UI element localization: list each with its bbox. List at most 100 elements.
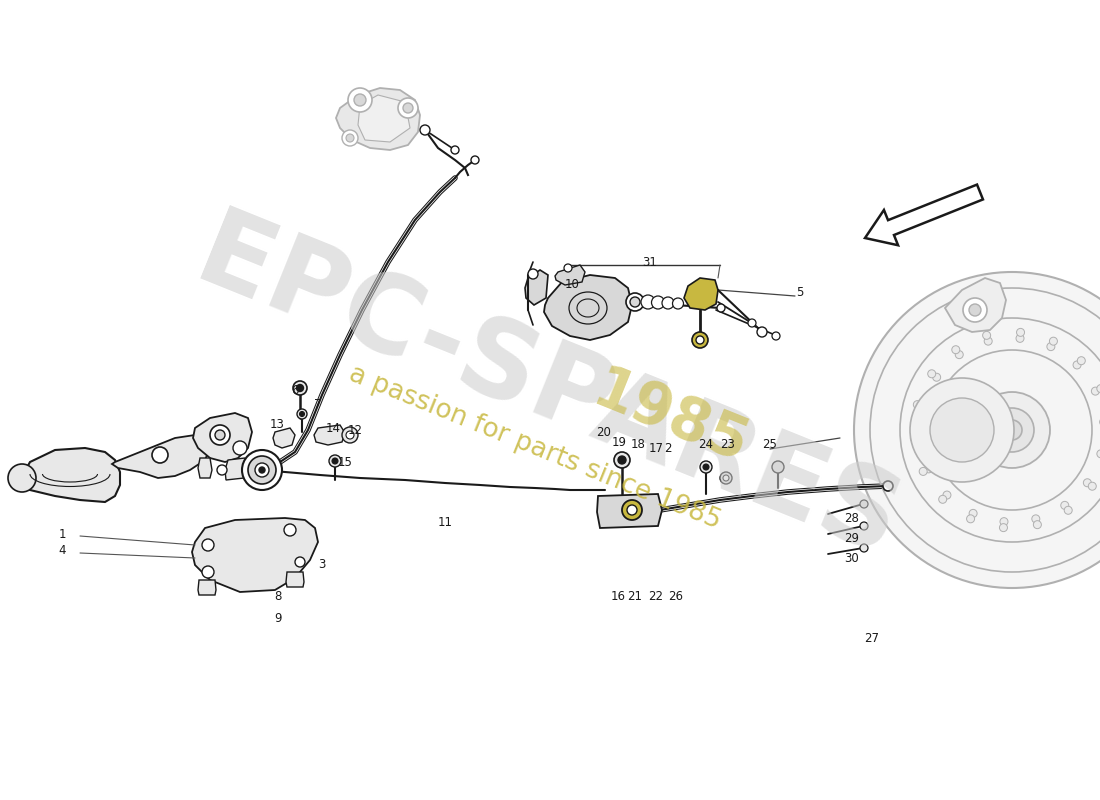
Circle shape bbox=[332, 458, 338, 464]
Circle shape bbox=[329, 455, 341, 467]
Circle shape bbox=[1049, 337, 1057, 345]
Circle shape bbox=[920, 402, 927, 410]
Circle shape bbox=[916, 434, 924, 442]
Circle shape bbox=[1000, 518, 1008, 526]
Circle shape bbox=[248, 456, 276, 484]
Circle shape bbox=[772, 332, 780, 340]
Circle shape bbox=[1077, 357, 1086, 365]
Text: 29: 29 bbox=[845, 531, 859, 545]
Text: a passion for parts since 1985: a passion for parts since 1985 bbox=[345, 362, 725, 534]
Text: 18: 18 bbox=[630, 438, 646, 451]
Text: 9: 9 bbox=[274, 611, 282, 625]
Text: 10: 10 bbox=[564, 278, 580, 291]
Circle shape bbox=[1091, 387, 1099, 395]
Polygon shape bbox=[198, 458, 212, 478]
Circle shape bbox=[1032, 515, 1040, 523]
Polygon shape bbox=[525, 270, 548, 305]
Circle shape bbox=[920, 467, 927, 475]
Circle shape bbox=[717, 304, 725, 312]
Polygon shape bbox=[112, 435, 210, 478]
Circle shape bbox=[672, 298, 683, 309]
Circle shape bbox=[984, 337, 992, 345]
Text: 28: 28 bbox=[845, 511, 859, 525]
Circle shape bbox=[748, 319, 756, 327]
Circle shape bbox=[1088, 482, 1097, 490]
Circle shape bbox=[255, 463, 270, 477]
Circle shape bbox=[1016, 334, 1024, 342]
Circle shape bbox=[952, 346, 960, 354]
Circle shape bbox=[614, 452, 630, 468]
Circle shape bbox=[627, 505, 637, 515]
Circle shape bbox=[720, 472, 732, 484]
Circle shape bbox=[342, 130, 358, 146]
Circle shape bbox=[1016, 328, 1024, 336]
Polygon shape bbox=[945, 278, 1006, 332]
Circle shape bbox=[913, 401, 922, 409]
Polygon shape bbox=[226, 458, 246, 480]
Text: 30: 30 bbox=[845, 551, 859, 565]
Circle shape bbox=[403, 103, 412, 113]
Text: 22: 22 bbox=[649, 590, 663, 602]
Circle shape bbox=[662, 297, 674, 309]
Text: 19: 19 bbox=[612, 435, 627, 449]
Circle shape bbox=[8, 464, 36, 492]
Circle shape bbox=[933, 374, 940, 382]
Text: 25: 25 bbox=[762, 438, 778, 451]
Text: 8: 8 bbox=[274, 590, 282, 602]
Circle shape bbox=[1033, 521, 1042, 529]
Circle shape bbox=[284, 524, 296, 536]
Circle shape bbox=[342, 427, 358, 443]
Polygon shape bbox=[198, 580, 216, 595]
Polygon shape bbox=[273, 428, 295, 448]
Circle shape bbox=[471, 156, 478, 164]
Circle shape bbox=[618, 456, 626, 464]
Circle shape bbox=[1000, 524, 1008, 532]
Circle shape bbox=[152, 447, 168, 463]
Circle shape bbox=[772, 461, 784, 473]
Circle shape bbox=[1074, 361, 1081, 369]
Circle shape bbox=[202, 539, 215, 551]
Circle shape bbox=[242, 450, 282, 490]
Text: 3: 3 bbox=[318, 558, 326, 570]
FancyArrow shape bbox=[865, 185, 983, 246]
Circle shape bbox=[938, 495, 947, 503]
Text: 11: 11 bbox=[438, 517, 452, 530]
Circle shape bbox=[1097, 450, 1100, 458]
Text: 4: 4 bbox=[58, 545, 66, 558]
Circle shape bbox=[348, 88, 372, 112]
Circle shape bbox=[990, 408, 1034, 452]
Text: 2: 2 bbox=[664, 442, 672, 454]
Text: 7: 7 bbox=[315, 398, 321, 411]
Circle shape bbox=[1084, 478, 1091, 486]
Circle shape bbox=[630, 297, 640, 307]
Polygon shape bbox=[597, 494, 662, 528]
Circle shape bbox=[564, 264, 572, 272]
Circle shape bbox=[398, 98, 418, 118]
Circle shape bbox=[1060, 502, 1069, 510]
Circle shape bbox=[969, 510, 977, 518]
Circle shape bbox=[927, 370, 936, 378]
Circle shape bbox=[700, 461, 712, 473]
Text: 12: 12 bbox=[348, 423, 363, 437]
Circle shape bbox=[962, 298, 987, 322]
Polygon shape bbox=[192, 518, 318, 592]
Polygon shape bbox=[684, 278, 718, 310]
Circle shape bbox=[854, 272, 1100, 588]
Circle shape bbox=[911, 434, 918, 442]
Circle shape bbox=[860, 522, 868, 530]
Circle shape bbox=[217, 465, 227, 475]
Circle shape bbox=[1064, 506, 1072, 514]
Circle shape bbox=[297, 385, 304, 391]
Polygon shape bbox=[15, 448, 120, 502]
Text: 26: 26 bbox=[669, 590, 683, 602]
Circle shape bbox=[202, 566, 215, 578]
Circle shape bbox=[528, 269, 538, 279]
Circle shape bbox=[969, 304, 981, 316]
Polygon shape bbox=[286, 572, 304, 587]
Circle shape bbox=[757, 327, 767, 337]
Circle shape bbox=[451, 146, 459, 154]
Circle shape bbox=[299, 411, 305, 417]
Polygon shape bbox=[556, 265, 585, 285]
Text: 13: 13 bbox=[270, 418, 285, 430]
Circle shape bbox=[703, 464, 710, 470]
